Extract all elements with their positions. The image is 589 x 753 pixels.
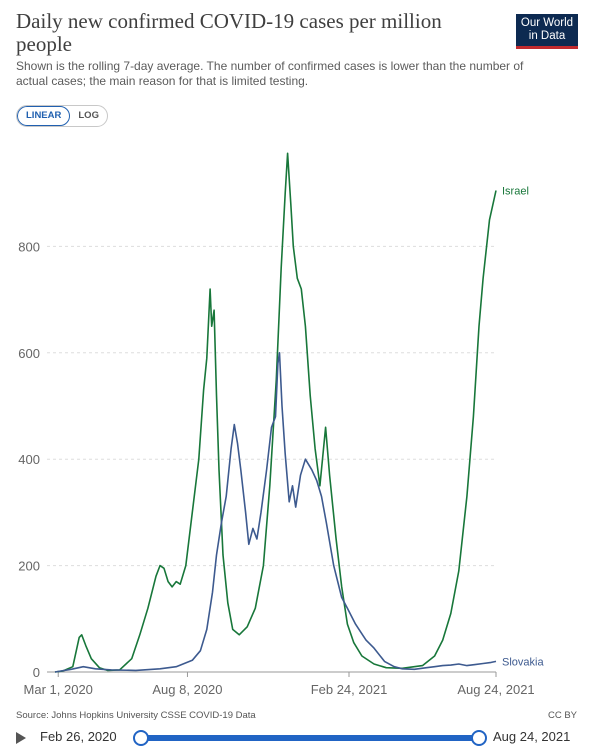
timeline-track[interactable] [140, 735, 480, 741]
log-scale-button[interactable]: LOG [78, 110, 99, 121]
y-tick-label: 200 [18, 559, 40, 574]
series-line-israel [54, 152, 497, 673]
timeline-end-label: Aug 24, 2021 [493, 729, 571, 744]
play-icon[interactable] [16, 732, 26, 744]
series-line-slovakia [54, 352, 497, 673]
logo-line-2: in Data [528, 30, 566, 42]
x-tick-label: Aug 8, 2020 [152, 682, 222, 697]
scale-toggle[interactable]: LINEAR LOG [16, 105, 108, 127]
y-tick-label: 600 [18, 346, 40, 361]
linear-scale-button[interactable]: LINEAR [17, 106, 71, 126]
logo-line-1: Our World [520, 17, 574, 29]
chart-title: Daily new confirmed COVID-19 cases per m… [16, 9, 442, 56]
timeline-start-handle[interactable] [133, 730, 149, 746]
chart-subtitle: Shown is the rolling 7-day average. The … [16, 59, 524, 88]
y-tick-label: 400 [18, 452, 40, 467]
source-note: Source: Johns Hopkins University CSSE CO… [16, 710, 256, 721]
timeline-end-handle[interactable] [471, 730, 487, 746]
owid-logo[interactable]: Our World in Data [516, 14, 578, 49]
timeline-start-label: Feb 26, 2020 [40, 729, 117, 744]
y-tick-label: 800 [18, 239, 40, 254]
line-chart: 0 200 400 600 800 Mar 1, 2020 Aug 8, 2020 Feb 2… [18, 152, 544, 697]
x-tick-label: Feb 24, 2021 [311, 682, 388, 697]
series-label-slovakia: Slovakia [502, 656, 544, 668]
license-link[interactable]: CC BY [547, 710, 577, 721]
y-tick-label: 0 [33, 665, 40, 680]
series-label-israel: Israel [502, 186, 529, 198]
x-tick-label: Aug 24, 2021 [457, 682, 534, 697]
timeline: Feb 26, 2020 Aug 24, 2021 [0, 728, 589, 748]
x-tick-label: Mar 1, 2020 [24, 682, 93, 697]
